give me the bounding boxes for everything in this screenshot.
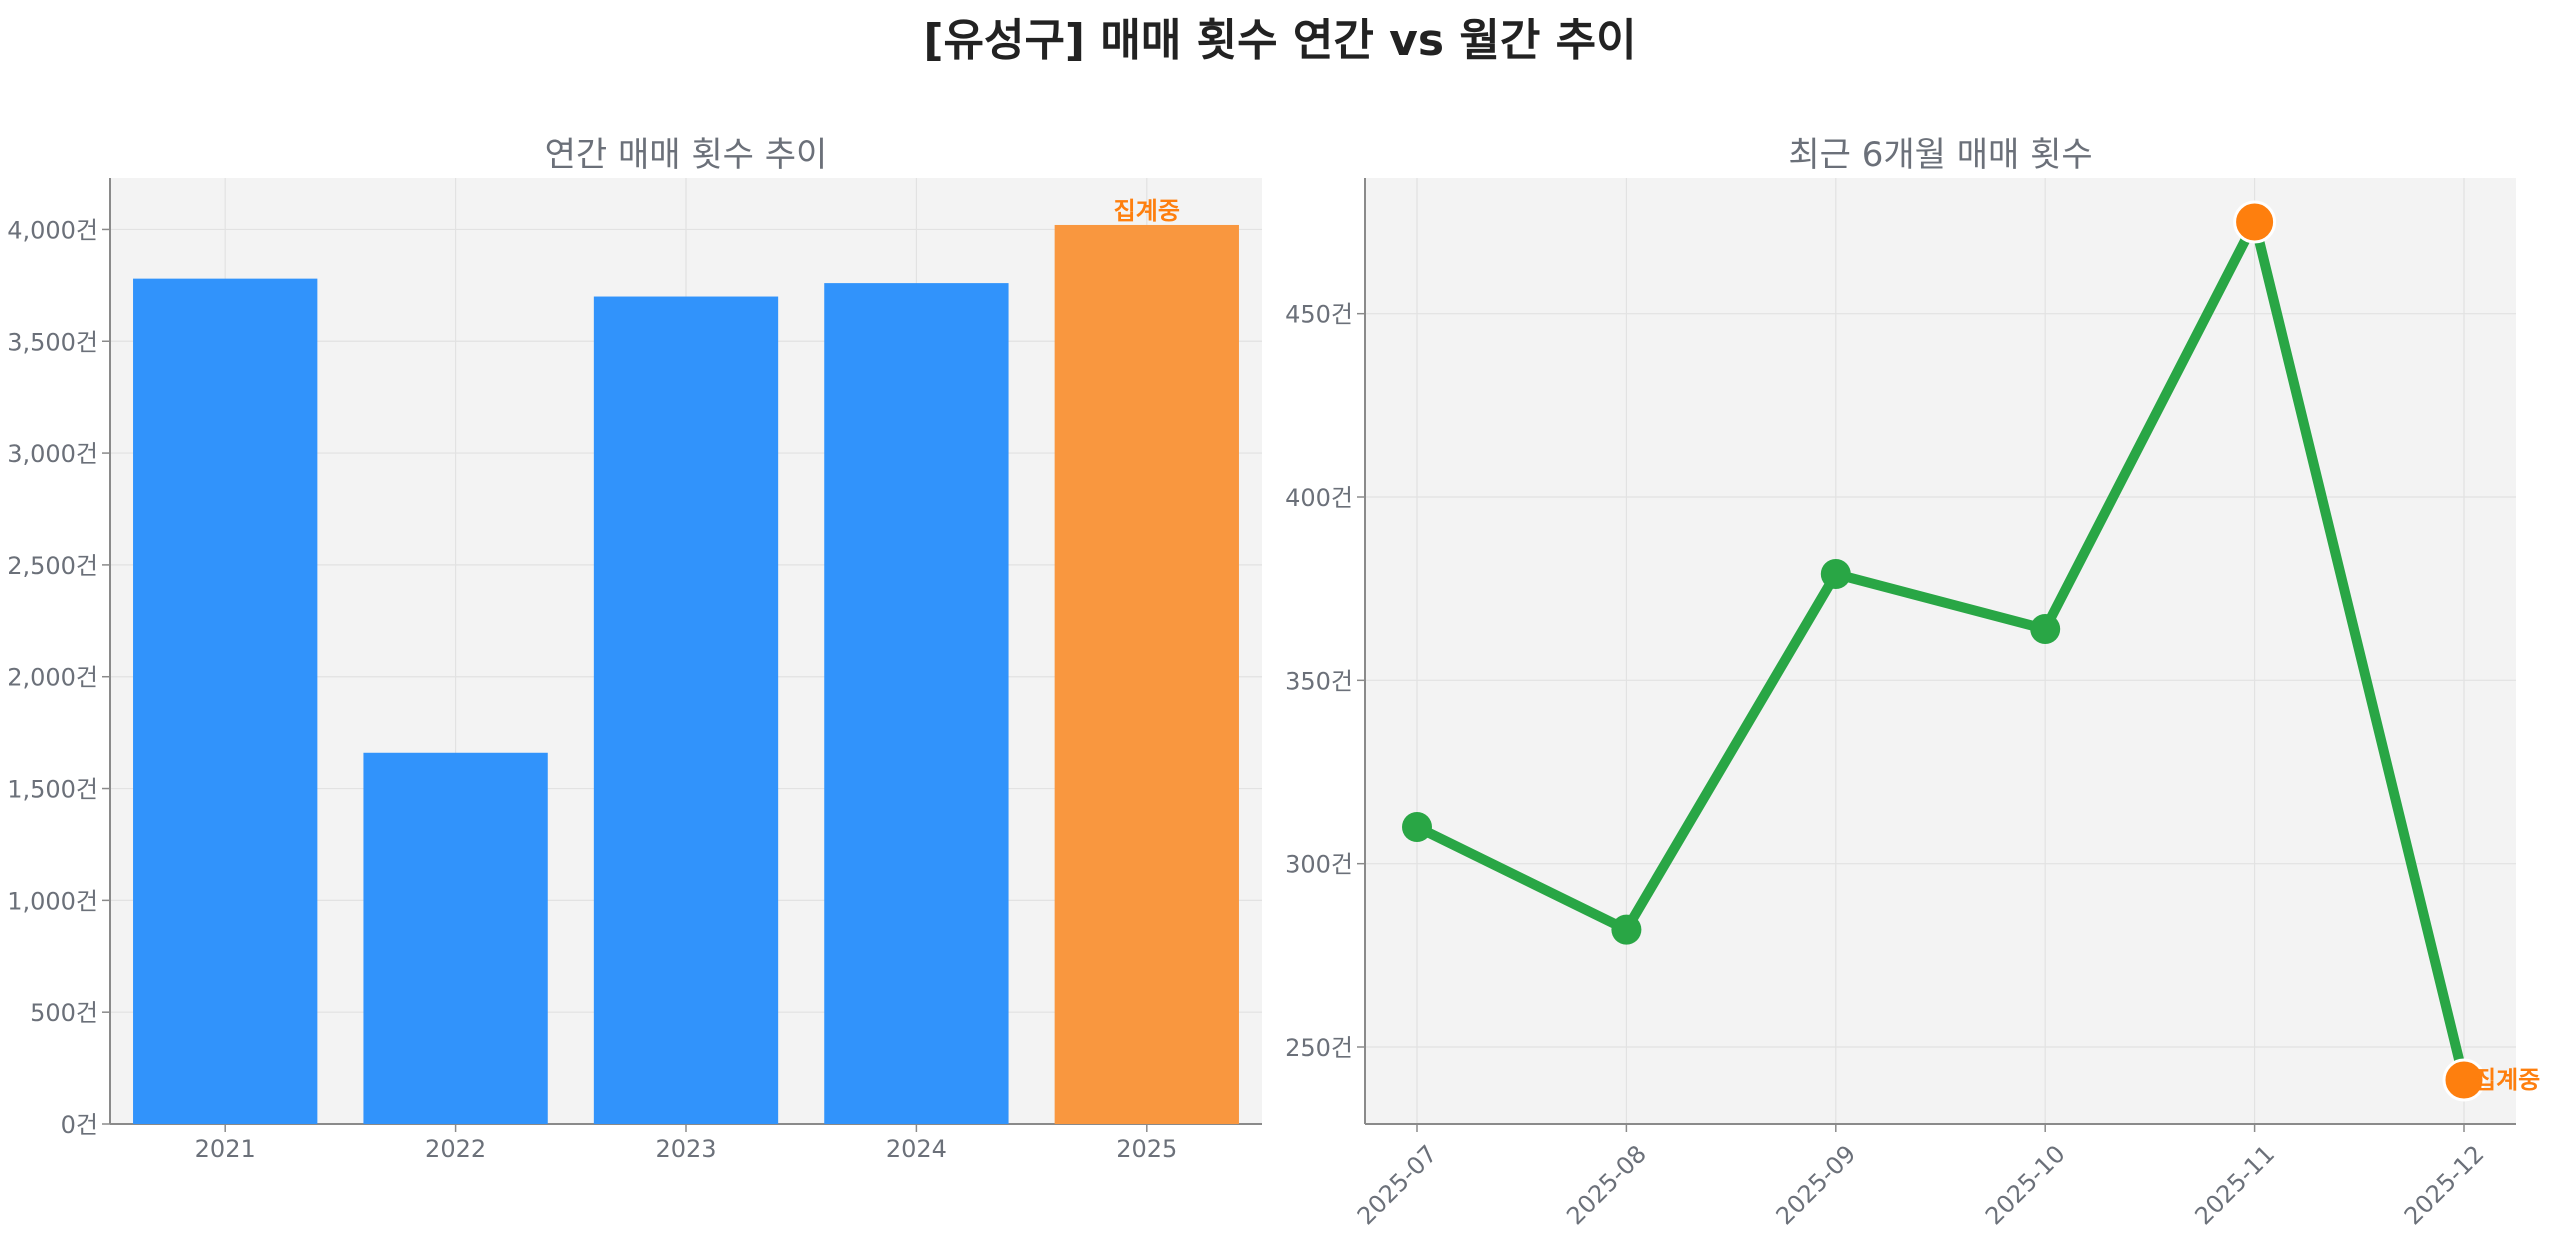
- x-tick-label: 2025-10: [1980, 1140, 2071, 1231]
- x-tick-label: 2025: [1116, 1135, 1177, 1163]
- bar: [593, 296, 779, 1124]
- data-point: [1611, 914, 1642, 945]
- data-point: [1402, 812, 1432, 842]
- chart-title: 연간 매매 횟수 추이: [545, 135, 828, 175]
- bar: [133, 278, 318, 1124]
- y-tick-label: 1,500건: [7, 776, 98, 804]
- y-tick-label: 300건: [1285, 851, 1353, 879]
- y-tick-label: 350건: [1285, 667, 1353, 695]
- data-point: [2233, 200, 2277, 244]
- y-tick-label: 3,500건: [7, 328, 98, 356]
- y-tick-label: 2,500건: [7, 552, 98, 580]
- y-tick-label: 2,000건: [7, 664, 98, 692]
- x-tick-label: 2023: [655, 1135, 716, 1163]
- x-tick-label: 2021: [195, 1135, 256, 1163]
- chart-title: 최근 6개월 매매 횟수: [1788, 135, 2092, 175]
- annual-bar-chart: 0건 500건 1,000건 1,500건 2,000건 2,500건 3,000건 3,50…: [7, 135, 1262, 1163]
- series-line: [1412, 217, 2469, 1085]
- pending-label: 집계중: [2474, 1066, 2540, 1094]
- x-tick-label: 2024: [886, 1135, 947, 1163]
- y-tick-label: 1,000건: [7, 887, 98, 915]
- data-point: [2442, 1058, 2486, 1102]
- x-tick-label: 2025-11: [2189, 1140, 2280, 1231]
- y-tick-label: 250건: [1285, 1034, 1353, 1062]
- plot-background: [1365, 178, 2516, 1124]
- bar: [363, 752, 548, 1124]
- x-tick-label: 2025-12: [2399, 1140, 2490, 1231]
- bar: [824, 283, 1009, 1125]
- monthly-line-chart: 250건 300건 350건 400건 450건 최근 6개월 매매 횟수 2025-07 2…: [1285, 135, 2540, 1230]
- x-tick-label: 2025-08: [1561, 1140, 1652, 1231]
- x-tick-label: 2022: [425, 1135, 486, 1163]
- bar: [1054, 224, 1239, 1124]
- pending-label: 집계중: [1114, 197, 1180, 225]
- figure-title: [유성구] 매매 횟수 연간 vs 월간 추이: [923, 15, 1637, 66]
- y-tick-label: 500건: [30, 999, 98, 1027]
- y-tick-label: 400건: [1285, 484, 1353, 512]
- y-tick-label: 450건: [1285, 301, 1353, 329]
- y-tick-label: 4,000건: [7, 216, 98, 244]
- y-tick-label: 3,000건: [7, 440, 98, 468]
- x-tick-label: 2025-09: [1771, 1140, 1862, 1231]
- data-point: [1820, 559, 1851, 589]
- y-tick-label: 0건: [61, 1111, 98, 1139]
- data-point: [2030, 614, 2061, 644]
- x-tick-label: 2025-07: [1352, 1140, 1443, 1231]
